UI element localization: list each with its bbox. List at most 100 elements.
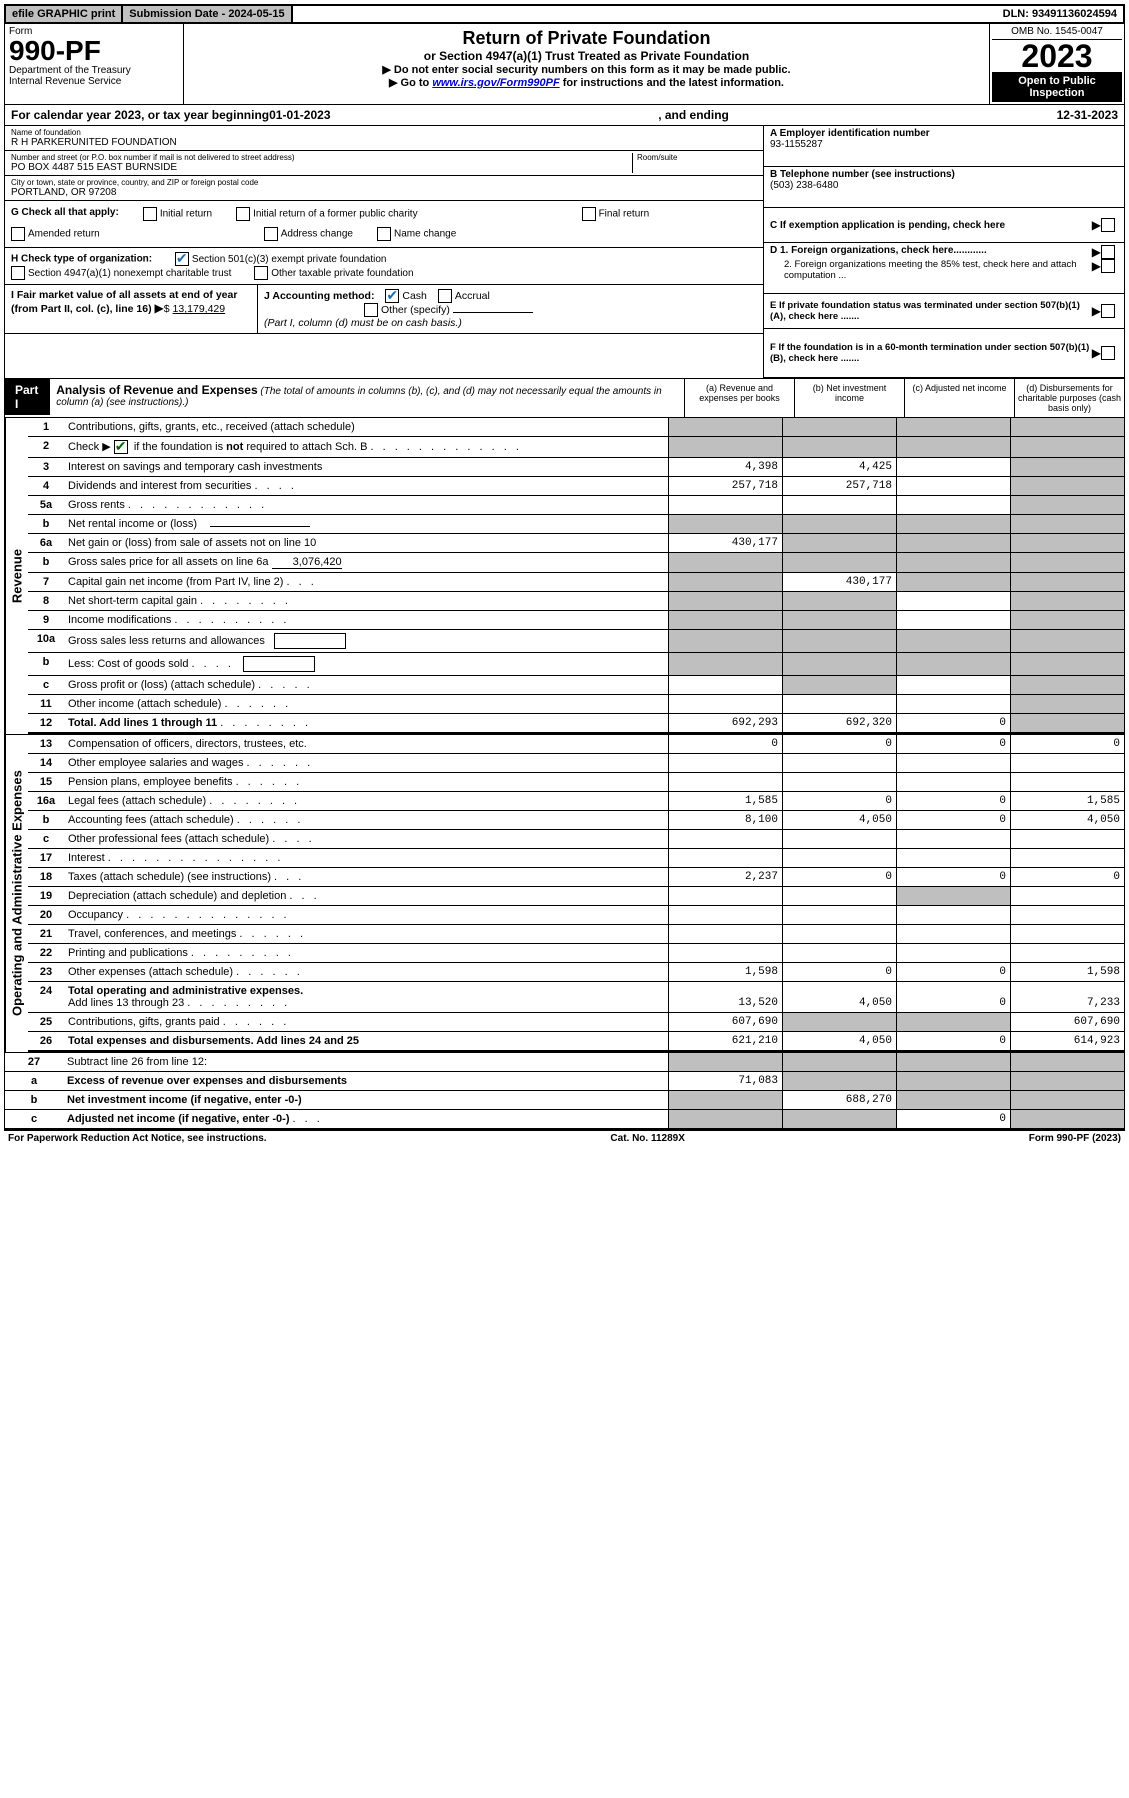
foundation-name: R H PARKERUNITED FOUNDATION (11, 137, 757, 148)
expenses-section: Operating and Administrative Expenses 13… (4, 735, 1125, 1053)
col-d-header: (d) Disbursements for charitable purpose… (1014, 379, 1124, 417)
col-c-header: (c) Adjusted net income (904, 379, 1014, 417)
g-label: G Check all that apply: (11, 207, 119, 221)
f-checkbox[interactable] (1101, 346, 1115, 360)
501c3-label: Section 501(c)(3) exempt private foundat… (192, 254, 387, 265)
initial-former-checkbox[interactable] (236, 207, 250, 221)
other-taxable-checkbox[interactable] (254, 266, 268, 280)
foundation-name-cell: Name of foundation R H PARKERUNITED FOUN… (5, 126, 763, 151)
e-label: E If private foundation status was termi… (770, 300, 1092, 322)
line-26: 26Total expenses and disbursements. Add … (28, 1032, 1124, 1052)
address: PO BOX 4487 515 EAST BURNSIDE (11, 162, 632, 173)
line-17: 17Interest . . . . . . . . . . . . . . . (28, 849, 1124, 868)
i-cell: I Fair market value of all assets at end… (5, 285, 258, 333)
revenue-section: Revenue 1Contributions, gifts, grants, e… (4, 418, 1125, 735)
submission-date: Submission Date - 2024-05-15 (123, 6, 292, 22)
calendar-year-row: For calendar year 2023, or tax year begi… (4, 105, 1125, 126)
name-label: Name of foundation (11, 128, 757, 137)
other-method-label: Other (specify) (381, 304, 450, 316)
room-label: Room/suite (637, 153, 757, 162)
amended-return-checkbox[interactable] (11, 227, 25, 241)
ij-row: I Fair market value of all assets at end… (5, 285, 763, 334)
d2-label: 2. Foreign organizations meeting the 85%… (784, 259, 1092, 281)
4947-label: Section 4947(a)(1) nonexempt charitable … (28, 268, 231, 279)
h-label: H Check type of organization: (11, 254, 152, 265)
line-6b: bGross sales price for all assets on lin… (28, 553, 1124, 573)
line-6a: 6aNet gain or (loss) from sale of assets… (28, 534, 1124, 553)
ein-label: A Employer identification number (770, 128, 1118, 139)
ein-value: 93-1155287 (770, 139, 1118, 150)
city-cell: City or town, state or province, country… (5, 176, 763, 201)
line-11: 11Other income (attach schedule) . . . .… (28, 695, 1124, 714)
accrual-checkbox[interactable] (438, 289, 452, 303)
line-2: 2Check ▶ if the foundation is not requir… (28, 437, 1124, 458)
entity-info: Name of foundation R H PARKERUNITED FOUN… (4, 126, 1125, 378)
line-1: 1Contributions, gifts, grants, etc., rec… (28, 418, 1124, 437)
line-5b: bNet rental income or (loss) (28, 515, 1124, 534)
form-number: 990-PF (9, 35, 101, 66)
part1-title: Analysis of Revenue and Expenses (56, 383, 257, 397)
line-9: 9Income modifications . . . . . . . . . … (28, 611, 1124, 630)
cash-checkbox[interactable] (385, 289, 399, 303)
tax-year: 2023 (992, 40, 1122, 72)
irs-label: Internal Revenue Service (9, 76, 121, 87)
final-label: Final return (599, 209, 650, 220)
initial-return-label: Initial return (160, 209, 212, 220)
form-subtitle: or Section 4947(a)(1) Trust Treated as P… (188, 49, 985, 63)
name-change-checkbox[interactable] (377, 227, 391, 241)
c-label: C If exemption application is pending, c… (770, 220, 1092, 231)
part1-badge: Part I (5, 379, 50, 415)
line-20: 20Occupancy . . . . . . . . . . . . . . (28, 906, 1124, 925)
final-return-checkbox[interactable] (582, 207, 596, 221)
address-change-checkbox[interactable] (264, 227, 278, 241)
efile-button[interactable]: efile GRAPHIC print (6, 6, 123, 22)
schb-checkbox[interactable] (114, 440, 128, 454)
line-19: 19Depreciation (attach schedule) and dep… (28, 887, 1124, 906)
line-4: 4Dividends and interest from securities … (28, 477, 1124, 496)
note2-prefix: ▶ Go to (389, 77, 432, 89)
4947-checkbox[interactable] (11, 266, 25, 280)
e-checkbox[interactable] (1101, 304, 1115, 318)
tel-label: B Telephone number (see instructions) (770, 169, 1118, 180)
line-27a: aExcess of revenue over expenses and dis… (5, 1072, 1124, 1091)
tel-cell: B Telephone number (see instructions) (5… (764, 167, 1124, 208)
line-14: 14Other employee salaries and wages . . … (28, 754, 1124, 773)
line-12: 12Total. Add lines 1 through 11 . . . . … (28, 714, 1124, 734)
cal-mid: , and ending (331, 108, 1057, 122)
line-8: 8Net short-term capital gain . . . . . .… (28, 592, 1124, 611)
part1-header-row: Part I Analysis of Revenue and Expenses … (4, 378, 1125, 418)
footer: For Paperwork Reduction Act Notice, see … (4, 1131, 1125, 1146)
other-method-checkbox[interactable] (364, 303, 378, 317)
line-16a: 16aLegal fees (attach schedule) . . . . … (28, 792, 1124, 811)
city-label: City or town, state or province, country… (11, 178, 757, 187)
line-24: 24Total operating and administrative exp… (28, 982, 1124, 1013)
e-cell: E If private foundation status was termi… (764, 294, 1124, 329)
initial-return-checkbox[interactable] (143, 207, 157, 221)
line-22: 22Printing and publications . . . . . . … (28, 944, 1124, 963)
tel-value: (503) 238-6480 (770, 180, 1118, 191)
form-note1: ▶ Do not enter social security numbers o… (188, 63, 985, 76)
d2-checkbox[interactable] (1101, 259, 1115, 273)
line-13: 13Compensation of officers, directors, t… (28, 735, 1124, 754)
f-cell: F If the foundation is in a 60-month ter… (764, 329, 1124, 378)
line-10c: cGross profit or (loss) (attach schedule… (28, 676, 1124, 695)
j-label: J Accounting method: (264, 290, 374, 302)
line-5a: 5aGross rents . . . . . . . . . . . . (28, 496, 1124, 515)
h-check-row: H Check type of organization: Section 50… (5, 248, 763, 285)
amended-label: Amended return (28, 229, 100, 240)
name-change-label: Name change (394, 229, 456, 240)
dept-label: Department of the Treasury (9, 65, 131, 76)
d1-checkbox[interactable] (1101, 245, 1115, 259)
form990pf-link[interactable]: www.irs.gov/Form990PF (432, 77, 559, 89)
cal-end: 12-31-2023 (1057, 108, 1118, 122)
col-a-header: (a) Revenue and expenses per books (684, 379, 794, 417)
top-bar: efile GRAPHIC print Submission Date - 20… (4, 4, 1125, 24)
c-checkbox[interactable] (1101, 218, 1115, 232)
form-title: Return of Private Foundation (188, 28, 985, 49)
form-header: Form 990-PF Department of the Treasury I… (4, 24, 1125, 105)
line-16b: bAccounting fees (attach schedule) . . .… (28, 811, 1124, 830)
i-value: 13,179,429 (173, 303, 226, 315)
cash-label: Cash (402, 290, 427, 302)
501c3-checkbox[interactable] (175, 252, 189, 266)
col-b-header: (b) Net investment income (794, 379, 904, 417)
